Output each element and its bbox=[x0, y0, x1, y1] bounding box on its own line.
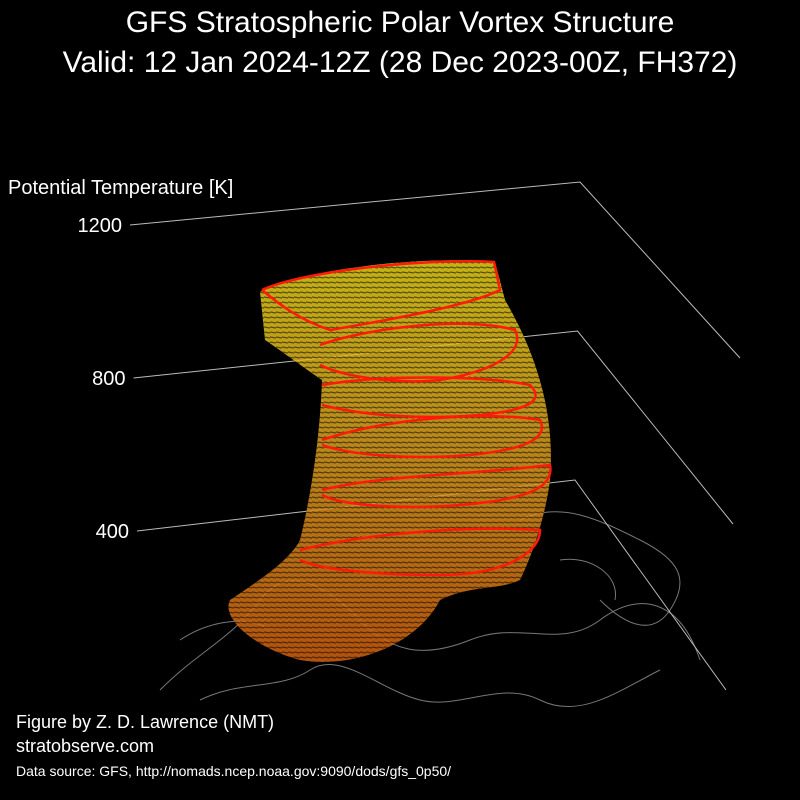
z-axis-label: Potential Temperature [K] bbox=[8, 177, 233, 199]
z-tick-label: 400 bbox=[96, 521, 129, 543]
z-tick-label: 1200 bbox=[78, 215, 123, 237]
grid-line bbox=[129, 181, 741, 359]
grid-line bbox=[136, 479, 727, 691]
z-tick-label: 800 bbox=[92, 368, 125, 390]
chart-title: GFS Stratospheric Polar Vortex Structure bbox=[126, 6, 675, 39]
vortex bbox=[228, 260, 552, 662]
credit: stratobserve.com bbox=[16, 736, 154, 756]
chart-subtitle: Valid: 12 Jan 2024-12Z (28 Dec 2023-00Z,… bbox=[63, 46, 738, 79]
credit: Figure by Z. D. Lawrence (NMT) bbox=[16, 712, 274, 732]
grid-line bbox=[133, 330, 734, 525]
credit: Data source: GFS, http://nomads.ncep.noa… bbox=[16, 763, 451, 779]
